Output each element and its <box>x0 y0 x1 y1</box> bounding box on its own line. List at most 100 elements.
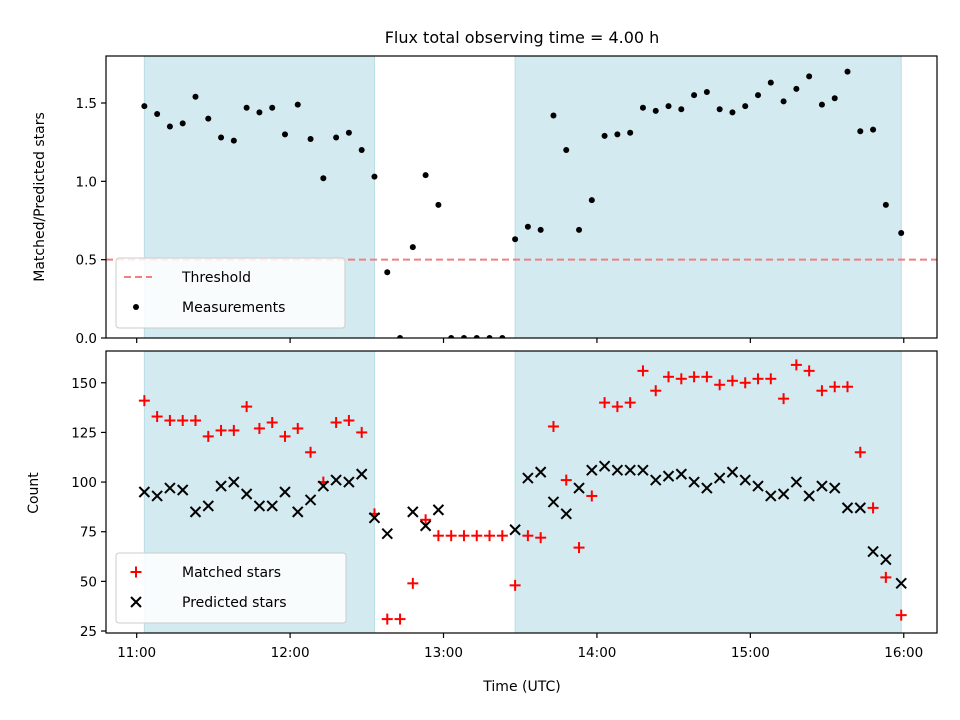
point-matched-stars-46 <box>726 375 738 387</box>
point-measurements-12 <box>294 101 301 108</box>
point-predicted-stars-4 <box>189 506 202 518</box>
point-measurements-44 <box>703 89 710 96</box>
point-measurements-51 <box>793 85 800 92</box>
point-predicted-stars-43 <box>765 490 777 502</box>
point-predicted-stars-32 <box>624 464 636 476</box>
point-measurements-4 <box>192 93 199 100</box>
point-matched-stars-37 <box>611 401 623 413</box>
point-matched-stars-33 <box>560 474 572 486</box>
point-matched-stars-45 <box>714 379 726 391</box>
point-measurements-14 <box>320 175 327 182</box>
point-matched-stars-2 <box>164 415 176 427</box>
point-matched-stars-20 <box>394 613 406 625</box>
point-predicted-stars-8 <box>240 488 253 500</box>
point-measurements-13 <box>307 136 314 143</box>
point-matched-stars-11 <box>279 430 291 442</box>
top-y-tick-label-3: 1.5 <box>76 96 97 112</box>
top-y-tick-label-1: 0.5 <box>76 253 97 269</box>
bottom-y-tick-label-1: 50 <box>80 574 97 590</box>
point-matched-stars-32 <box>547 420 559 432</box>
point-measurements-23 <box>435 201 442 208</box>
point-matched-stars-13 <box>305 446 317 458</box>
point-matched-stars-15 <box>330 416 342 428</box>
point-predicted-stars-16 <box>343 476 355 488</box>
point-predicted-stars-20 <box>407 506 419 518</box>
point-matched-stars-55 <box>842 381 854 393</box>
point-matched-stars-38 <box>624 397 636 409</box>
shaded-region-2 <box>514 55 902 339</box>
point-matched-stars-9 <box>253 422 265 434</box>
point-measurements-30 <box>524 223 531 230</box>
point-predicted-stars-18 <box>368 512 381 524</box>
point-predicted-stars-53 <box>895 577 907 590</box>
point-predicted-stars-44 <box>777 488 790 500</box>
point-predicted-stars-7 <box>228 476 240 488</box>
legend-label-0: Threshold <box>181 270 251 286</box>
point-predicted-stars-47 <box>816 480 828 492</box>
legend-label-1: Predicted stars <box>182 595 287 611</box>
point-measurements-36 <box>601 132 608 139</box>
legend-swatch-1 <box>130 596 142 608</box>
point-measurements-46 <box>729 109 736 116</box>
point-measurements-20 <box>397 335 404 338</box>
point-measurements-0 <box>141 103 148 110</box>
point-matched-stars-31 <box>535 532 547 544</box>
shaded-region-2 <box>514 350 902 634</box>
point-measurements-26 <box>473 335 480 338</box>
point-matched-stars-52 <box>803 365 815 377</box>
point-matched-stars-51 <box>790 359 802 371</box>
point-predicted-stars-50 <box>854 502 866 514</box>
point-matched-stars-59 <box>895 609 907 621</box>
point-measurements-57 <box>870 126 877 133</box>
point-predicted-stars-38 <box>701 482 713 494</box>
point-predicted-stars-29 <box>586 464 598 476</box>
point-measurements-3 <box>179 120 186 127</box>
chart-title: Flux total observing time = 4.00 h <box>385 28 660 47</box>
x-tick-label-0: 11:00 <box>117 645 156 661</box>
point-predicted-stars-28 <box>573 482 585 494</box>
x-tick-label-3: 14:00 <box>577 645 616 661</box>
point-predicted-stars-51 <box>867 545 879 558</box>
point-measurements-10 <box>269 104 276 111</box>
point-predicted-stars-5 <box>202 500 214 512</box>
point-predicted-stars-34 <box>650 474 662 486</box>
point-measurements-11 <box>281 131 288 138</box>
bottom-y-tick-label-5: 150 <box>71 376 97 392</box>
point-matched-stars-25 <box>458 530 470 542</box>
legend-label-1: Measurements <box>182 300 285 316</box>
point-predicted-stars-48 <box>829 482 841 494</box>
point-measurements-45 <box>716 106 723 113</box>
point-measurements-42 <box>678 106 685 113</box>
point-matched-stars-49 <box>765 373 777 385</box>
top-y-tick-label-0: 0.0 <box>76 331 97 347</box>
point-measurements-53 <box>818 101 825 108</box>
point-matched-stars-54 <box>829 381 841 393</box>
point-matched-stars-16 <box>343 415 355 427</box>
bottom-axes-frame <box>105 350 938 634</box>
point-predicted-stars-17 <box>355 468 368 480</box>
point-matched-stars-44 <box>701 371 713 383</box>
point-measurements-18 <box>371 173 378 180</box>
point-matched-stars-0 <box>138 395 150 407</box>
x-axis-title: Time (UTC) <box>482 679 560 695</box>
point-predicted-stars-49 <box>841 502 854 514</box>
point-measurements-39 <box>639 104 646 111</box>
point-measurements-21 <box>409 244 416 251</box>
point-matched-stars-6 <box>215 424 227 436</box>
point-measurements-31 <box>537 226 544 233</box>
point-measurements-33 <box>563 147 570 153</box>
point-measurements-1 <box>154 110 161 117</box>
x-tick-label-2: 13:00 <box>424 645 463 661</box>
point-matched-stars-22 <box>420 514 432 526</box>
point-measurements-6 <box>218 134 225 141</box>
point-predicted-stars-12 <box>292 506 304 518</box>
point-measurements-15 <box>333 134 340 141</box>
bottom-y-tick-label-4: 125 <box>71 425 97 441</box>
point-predicted-stars-9 <box>253 500 266 512</box>
point-measurements-56 <box>857 128 864 135</box>
point-predicted-stars-22 <box>432 504 445 516</box>
point-predicted-stars-41 <box>739 474 751 486</box>
point-matched-stars-30 <box>522 530 534 542</box>
count-panel: 25 50 75 100 125 150 11:00 12:00 13:00 14:00 15:00… <box>71 350 938 661</box>
point-measurements-47 <box>742 103 749 110</box>
